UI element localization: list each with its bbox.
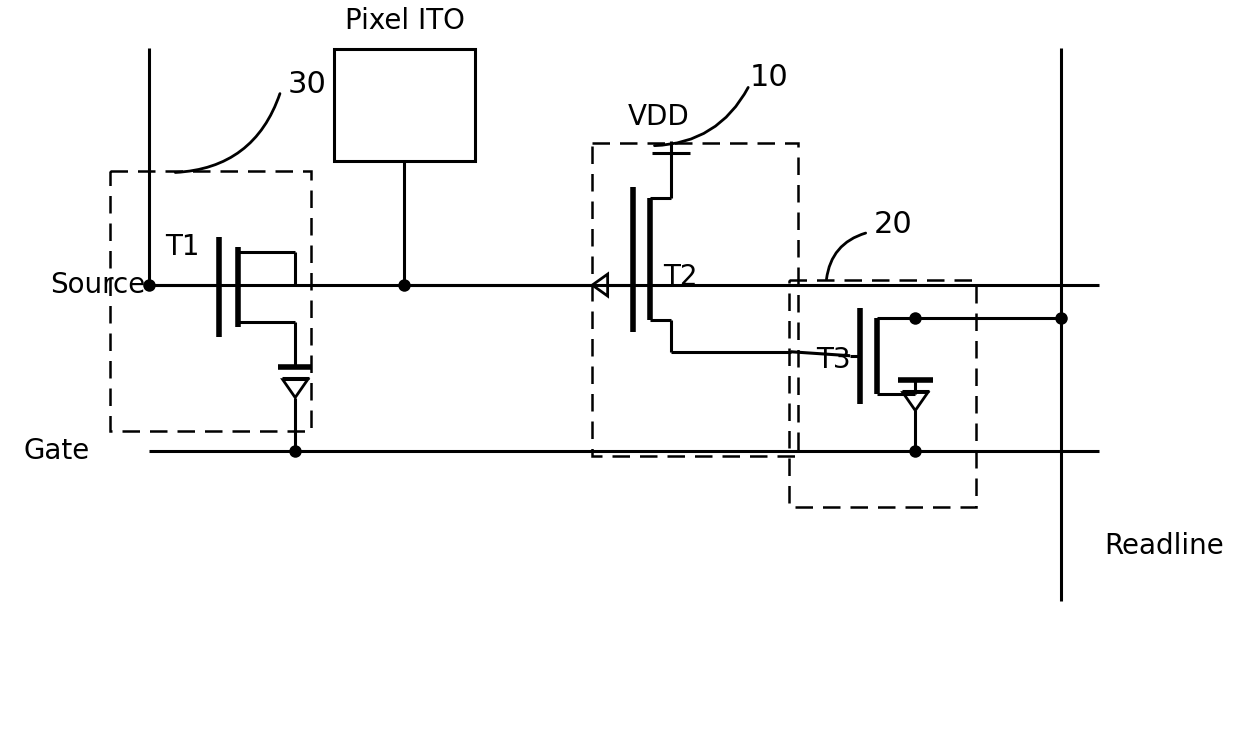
Text: Readline: Readline xyxy=(1104,532,1224,560)
Text: Gate: Gate xyxy=(24,438,91,465)
Text: T1: T1 xyxy=(165,233,200,261)
Text: 20: 20 xyxy=(874,210,913,239)
Bar xyxy=(593,143,799,456)
Bar xyxy=(334,49,475,161)
Text: T2: T2 xyxy=(663,263,698,291)
Text: Source: Source xyxy=(50,271,145,299)
Text: 30: 30 xyxy=(288,70,326,100)
Bar xyxy=(110,171,311,432)
Bar xyxy=(789,280,976,507)
Text: VDD: VDD xyxy=(627,103,689,130)
Text: T3: T3 xyxy=(816,346,851,374)
Text: Pixel ITO: Pixel ITO xyxy=(345,7,465,35)
Text: 10: 10 xyxy=(749,62,789,92)
